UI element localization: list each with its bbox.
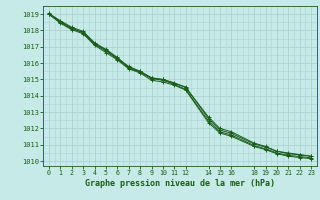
X-axis label: Graphe pression niveau de la mer (hPa): Graphe pression niveau de la mer (hPa) bbox=[85, 179, 275, 188]
